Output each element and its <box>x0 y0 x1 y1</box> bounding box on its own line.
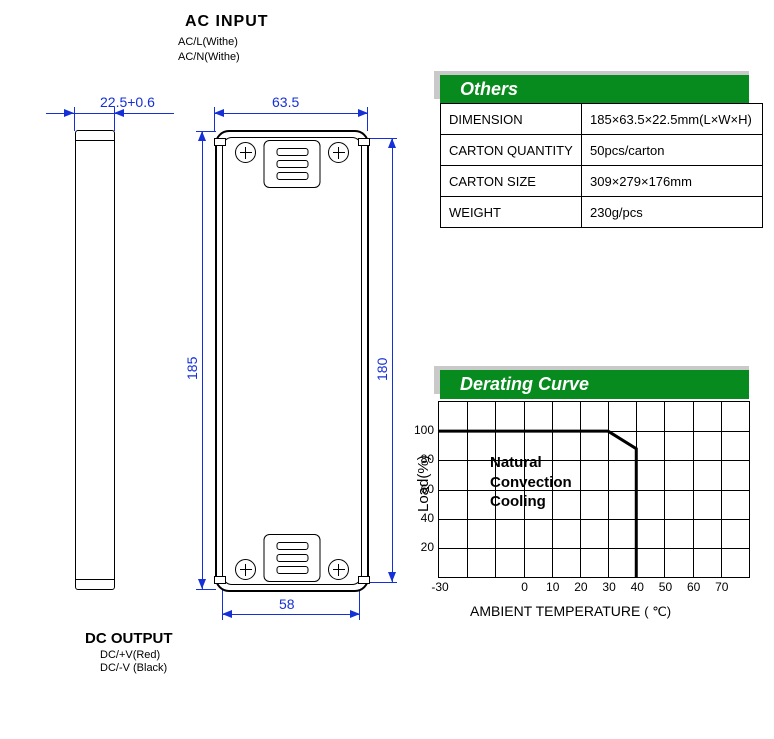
chart-x-tick: -30 <box>428 580 452 594</box>
page-root: AC INPUT AC/L(Withe) AC/N(Withe) 22.5+0.… <box>0 0 774 739</box>
table-cell-label: CARTON QUANTITY <box>441 135 582 166</box>
dim-innerh-arrows <box>385 138 399 582</box>
drawing-front-view <box>215 130 369 592</box>
chart-x-title: AMBIENT TEMPERATURE ( ℃) <box>470 603 671 620</box>
chart-y-tick: 60 <box>414 482 434 496</box>
dim-innerw-arrows <box>222 607 360 621</box>
chart-note: Natural Convection Cooling <box>490 453 572 512</box>
ac-input-line1: AC/L(Withe) <box>178 36 238 48</box>
slot-block-top <box>264 140 321 188</box>
chart-x-tick: 60 <box>682 580 706 594</box>
chart-x-tick: 20 <box>569 580 593 594</box>
chart-x-tick: 40 <box>625 580 649 594</box>
chart-x-tick: 0 <box>513 580 537 594</box>
dc-output-line1: DC/+V(Red) <box>100 649 160 661</box>
chart-x-tick: 30 <box>597 580 621 594</box>
chart-y-tick: 20 <box>414 540 434 554</box>
others-header: Others <box>440 75 749 104</box>
table-cell-label: WEIGHT <box>441 197 582 228</box>
chart-x-tick: 10 <box>541 580 565 594</box>
others-table: DIMENSION 185×63.5×22.5mm(L×W×H) CARTON … <box>440 103 763 228</box>
chart-x-tick: 50 <box>653 580 677 594</box>
ac-input-line2: AC/N(Withe) <box>178 51 240 63</box>
dim-depth-arrows <box>46 106 174 120</box>
table-row: DIMENSION 185×63.5×22.5mm(L×W×H) <box>441 104 763 135</box>
dim-outerh-arrows <box>195 131 209 589</box>
table-cell-value: 230g/pcs <box>582 197 763 228</box>
chart-x-tick: 70 <box>710 580 734 594</box>
derating-header: Derating Curve <box>440 370 749 399</box>
chart-y-tick: 40 <box>414 511 434 525</box>
chart-y-tick: 100 <box>414 423 434 437</box>
table-cell-value: 309×279×176mm <box>582 166 763 197</box>
ac-input-title: AC INPUT <box>185 13 269 31</box>
dim-outerw-arrows <box>214 106 368 120</box>
screw-icon <box>328 559 349 580</box>
table-cell-value: 185×63.5×22.5mm(L×W×H) <box>582 104 763 135</box>
table-cell-value: 50pcs/carton <box>582 135 763 166</box>
dc-output-line2: DC/-V (Black) <box>100 662 167 674</box>
table-row: WEIGHT 230g/pcs <box>441 197 763 228</box>
drawing-side-view <box>75 130 115 590</box>
chart-y-tick: 80 <box>414 452 434 466</box>
screw-icon <box>235 142 256 163</box>
slot-block-bottom <box>264 534 321 582</box>
table-cell-label: CARTON SIZE <box>441 166 582 197</box>
derating-chart <box>438 401 750 578</box>
dc-output-title: DC OUTPUT <box>85 630 173 647</box>
screw-icon <box>328 142 349 163</box>
table-row: CARTON SIZE 309×279×176mm <box>441 166 763 197</box>
table-cell-label: DIMENSION <box>441 104 582 135</box>
table-row: CARTON QUANTITY 50pcs/carton <box>441 135 763 166</box>
screw-icon <box>235 559 256 580</box>
